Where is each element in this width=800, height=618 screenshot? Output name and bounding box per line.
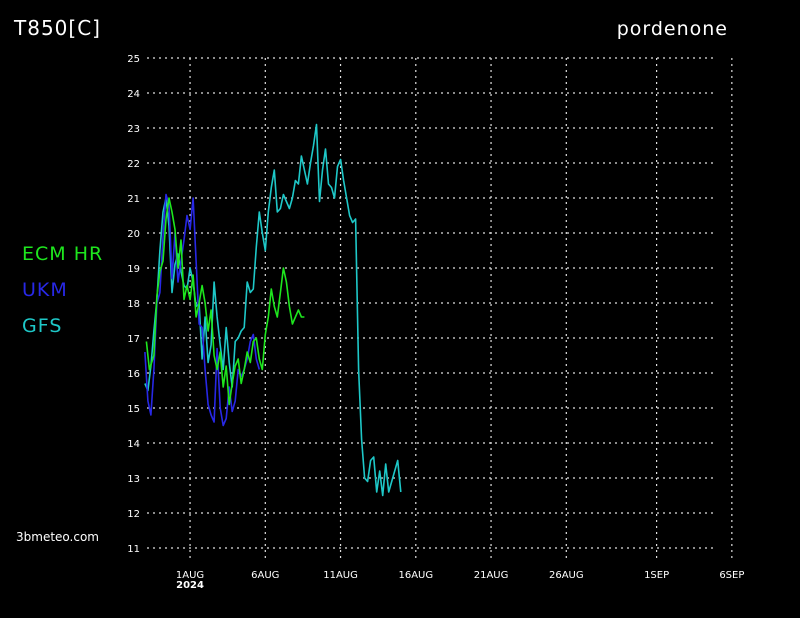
y-tick-label: 20 [127,229,140,240]
y-tick-label: 22 [127,159,140,170]
y-tick-label: 14 [127,439,140,450]
x-tick-label: 16AUG [398,570,433,581]
y-tick-label: 25 [127,54,140,65]
y-tick-label: 15 [127,404,140,415]
y-tick-label: 17 [127,334,140,345]
series-line-gfs [144,123,402,497]
series-line-ecm-hr [145,197,305,406]
legend-item-ukm: UKM [22,279,68,301]
y-tick-label: 12 [127,509,140,520]
y-tick-label: 21 [127,194,140,205]
y-tick-label: 23 [127,124,140,135]
x-tick-label: 11AUG [323,570,358,581]
x-tick-label: 6SEP [719,570,744,581]
x-tick-label: 1AUG [176,570,204,581]
x-tick-label: 6AUG [251,570,279,581]
y-tick-label: 19 [127,264,140,275]
x-tick-label: 26AUG [549,570,584,581]
y-tick-label: 16 [127,369,140,380]
legend: ECM HR UKM GFS [22,242,103,350]
y-tick-label: 24 [127,89,140,100]
location-label: pordenone [616,18,728,40]
x-tick-sublabel: 2024 [176,580,204,591]
y-tick-label: 13 [127,474,140,485]
y-tick-label: 11 [127,544,140,555]
y-tick-label: 18 [127,299,140,310]
legend-item-ecm-hr: ECM HR [22,243,104,265]
legend-item-gfs: GFS [22,315,63,337]
chart-title: T850[C] [14,16,101,40]
watermark: 3bmeteo.com [16,530,99,544]
x-tick-label: 1SEP [644,570,669,581]
x-tick-label: 21AUG [474,570,509,581]
